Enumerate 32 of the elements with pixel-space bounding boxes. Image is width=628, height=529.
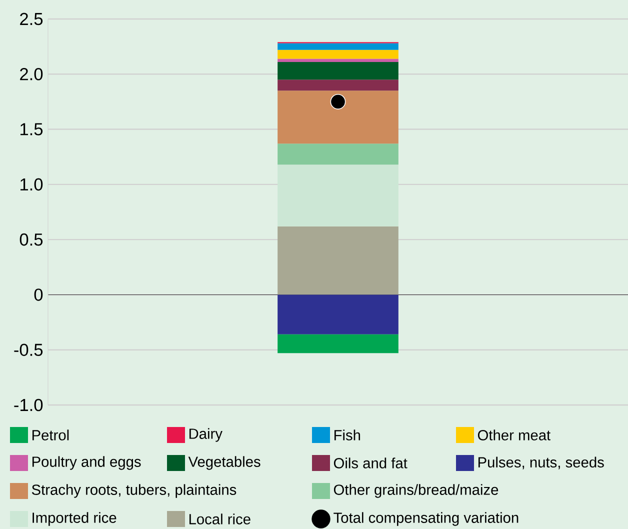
- y-tick-label: -1.0: [14, 398, 43, 412]
- legend-label: Strachy roots, tubers, plaintains: [32, 484, 236, 498]
- y-tick-label: 2.5: [20, 12, 43, 26]
- legend-label: Fish: [334, 430, 360, 440]
- legend-label: Other grains/bread/maize: [334, 484, 498, 498]
- legend-label: Local rice: [189, 514, 250, 524]
- legend-label: Vegetables: [188, 456, 260, 470]
- bar: [278, 226, 398, 295]
- y-tick-label: 1.5: [20, 123, 43, 136]
- y-tick-label: -0.5: [14, 344, 43, 356]
- bar: [278, 294, 398, 334]
- legend-label: Petrol: [32, 430, 69, 440]
- bar: [278, 80, 398, 91]
- legend-label: Imported rice: [32, 512, 116, 526]
- bar: [278, 90, 398, 144]
- bar: [278, 43, 398, 50]
- y-tick-label: 0: [34, 288, 43, 301]
- legend-label: Dairy: [189, 428, 222, 442]
- legend-label: Pulses, nuts, seeds: [478, 456, 604, 470]
- y-tick-label: 1.0: [20, 178, 43, 191]
- y-tick-label: 0.5: [20, 233, 43, 246]
- bar: [278, 164, 398, 226]
- bar: [278, 144, 398, 165]
- y-tick-label: 2.0: [20, 68, 43, 80]
- legend-label: Oils and fat: [334, 458, 408, 468]
- bar: [278, 58, 398, 62]
- legend-label: Poultry and eggs: [32, 456, 141, 470]
- bar: [278, 50, 398, 59]
- bar: [278, 62, 398, 80]
- bar: [278, 334, 398, 354]
- legend-label: Total compensating variation: [334, 512, 518, 526]
- legend-label: Other meat: [478, 430, 551, 440]
